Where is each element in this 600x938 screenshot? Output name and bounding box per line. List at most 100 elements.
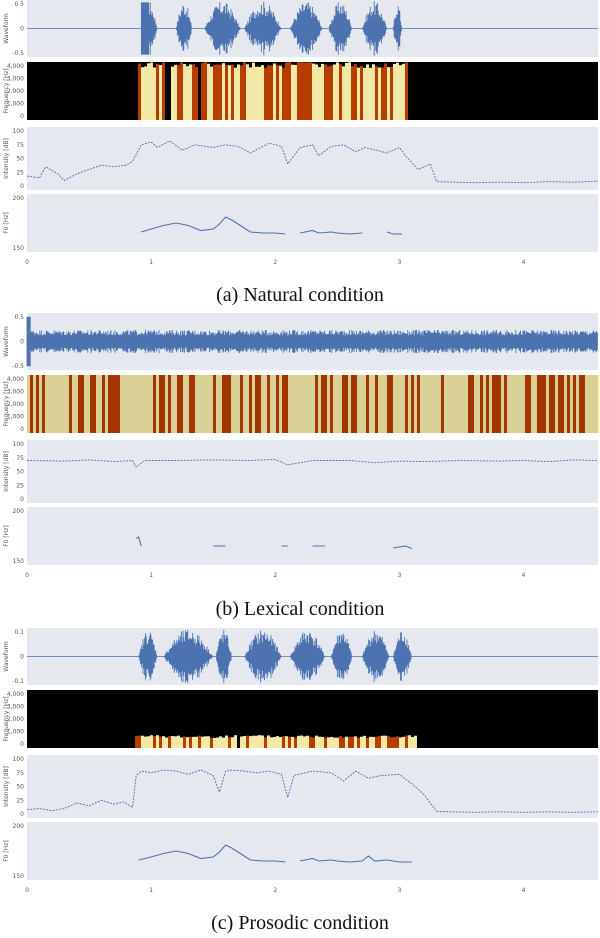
spectrogram-cell: [159, 375, 162, 433]
spectrogram-cell: [321, 737, 324, 748]
f0-ytick: 200: [13, 508, 25, 515]
spectrogram-cell: [180, 62, 183, 120]
spectrogram-cell: [360, 66, 363, 120]
spectrogram-cell: [135, 375, 138, 433]
spectrogram-cell: [276, 375, 279, 433]
spectrogram-cell: [585, 375, 588, 433]
spectrogram-cell: [144, 375, 147, 433]
spectrogram-cell: [546, 375, 549, 433]
spectrogram-cell: [303, 62, 306, 120]
intensity-ytick: 75: [16, 455, 24, 462]
intensity-ytick: 0: [20, 496, 24, 503]
spectrogram-cell: [297, 735, 300, 748]
spectrogram-cell: [348, 62, 351, 120]
spectrogram-ylabel: Frequency [Hz]: [3, 68, 10, 113]
spectrogram-cell: [201, 63, 204, 120]
spectrogram-cell: [252, 62, 255, 120]
spectrogram-cell: [492, 375, 495, 433]
spectrogram-cell: [363, 67, 366, 120]
spectrogram-cell: [504, 375, 507, 433]
spectrogram-cell: [444, 375, 447, 433]
spectrogram-cell: [222, 375, 225, 433]
caption-natural: (a) Natural condition: [216, 284, 384, 306]
spectrogram-cell: [228, 737, 231, 748]
spectrogram-cell: [336, 375, 339, 433]
spectrogram-cell: [255, 375, 258, 433]
f0-line: [138, 844, 412, 863]
waveform-ylabel: Waveform: [3, 13, 10, 44]
spectrogram-cell: [288, 375, 291, 433]
spectrogram-cell: [276, 65, 279, 120]
spectrogram-cell: [237, 64, 240, 120]
spectrogram-cell: [567, 375, 570, 433]
spectrogram-cell: [33, 375, 36, 433]
spectrogram-cell: [432, 375, 435, 433]
intensity-background: [27, 440, 598, 503]
spectrogram-cell: [372, 64, 375, 120]
spectrogram-cell: [273, 63, 276, 120]
spectrogram-cell: [177, 65, 180, 120]
spectrogram-cell: [222, 63, 225, 120]
spectrogram-cell: [342, 375, 345, 433]
spectrogram-cell: [378, 375, 381, 433]
spectrogram-cell: [216, 375, 219, 433]
spectrogram-cell: [183, 375, 186, 433]
spectrogram-cell: [327, 66, 330, 120]
intensity-ytick: 100: [13, 756, 25, 763]
waveform-ytick: 0.1: [14, 629, 24, 636]
spectrogram-cell: [498, 375, 501, 433]
spectrogram-cell: [282, 375, 285, 433]
spectrogram-cell: [459, 375, 462, 433]
spectrogram-cell: [165, 375, 168, 433]
spectrogram-cell: [294, 64, 297, 120]
spectrogram-cell: [303, 375, 306, 433]
panel-spectrogram: Frequency [Hz]4,000 3,000 2,000 1,000 0: [3, 690, 598, 748]
intensity-ytick: 25: [16, 797, 24, 804]
spectrogram-cell: [291, 375, 294, 433]
spectrogram-cell: [114, 375, 117, 433]
spectrogram-cell: [168, 736, 171, 748]
spectrogram-cell: [54, 375, 57, 433]
spectrogram-cell: [387, 375, 390, 433]
intensity-ytick: 75: [16, 142, 24, 149]
spectrogram-cell: [438, 375, 441, 433]
spectrogram-cell: [372, 375, 375, 433]
spectrogram-cell: [405, 375, 408, 433]
spectrogram-cell: [381, 375, 384, 433]
spectrogram-cell: [561, 375, 564, 433]
spectrogram-ytick: 0: [20, 741, 24, 748]
f0-ytick: 200: [13, 195, 25, 202]
spectrogram-cell: [153, 736, 156, 748]
spectrogram-cell: [327, 737, 330, 748]
spectrogram-cell: [216, 737, 219, 748]
spectrogram-cell: [180, 737, 183, 748]
intensity-ytick: 75: [16, 770, 24, 777]
spectrogram-cell: [360, 736, 363, 748]
spectrogram-cell: [246, 735, 249, 748]
spectrogram-cell: [153, 375, 156, 433]
spectrogram-cell: [204, 62, 207, 120]
f0-line: [141, 216, 402, 235]
spectrogram-cell: [564, 375, 567, 433]
spectrogram-cell: [126, 375, 129, 433]
x-tick: 0: [25, 887, 29, 894]
waveform-ytick: 0: [20, 654, 24, 661]
spectrogram-cell: [204, 736, 207, 748]
spectrogram-cell: [189, 736, 192, 748]
f0-ylabel: F0 [Hz]: [3, 840, 10, 862]
spectrogram-cell: [285, 736, 288, 748]
spectrogram-cell: [36, 375, 39, 433]
f0-line: [135, 536, 413, 550]
spectrogram-ytick: 1,000: [7, 729, 24, 736]
spectrogram-cell: [45, 375, 48, 433]
spectrogram-cell: [315, 735, 318, 748]
spectrogram-cell: [312, 737, 315, 748]
intensity-ytick: 50: [16, 156, 24, 163]
spectrogram-cell: [285, 375, 288, 433]
spectrogram-cell: [336, 62, 339, 120]
spectrogram-cell: [165, 737, 168, 748]
spectrogram-cell: [147, 63, 150, 120]
spectrogram-cell: [375, 375, 378, 433]
spectrogram-cell: [132, 375, 135, 433]
spectrogram-cell: [186, 375, 189, 433]
